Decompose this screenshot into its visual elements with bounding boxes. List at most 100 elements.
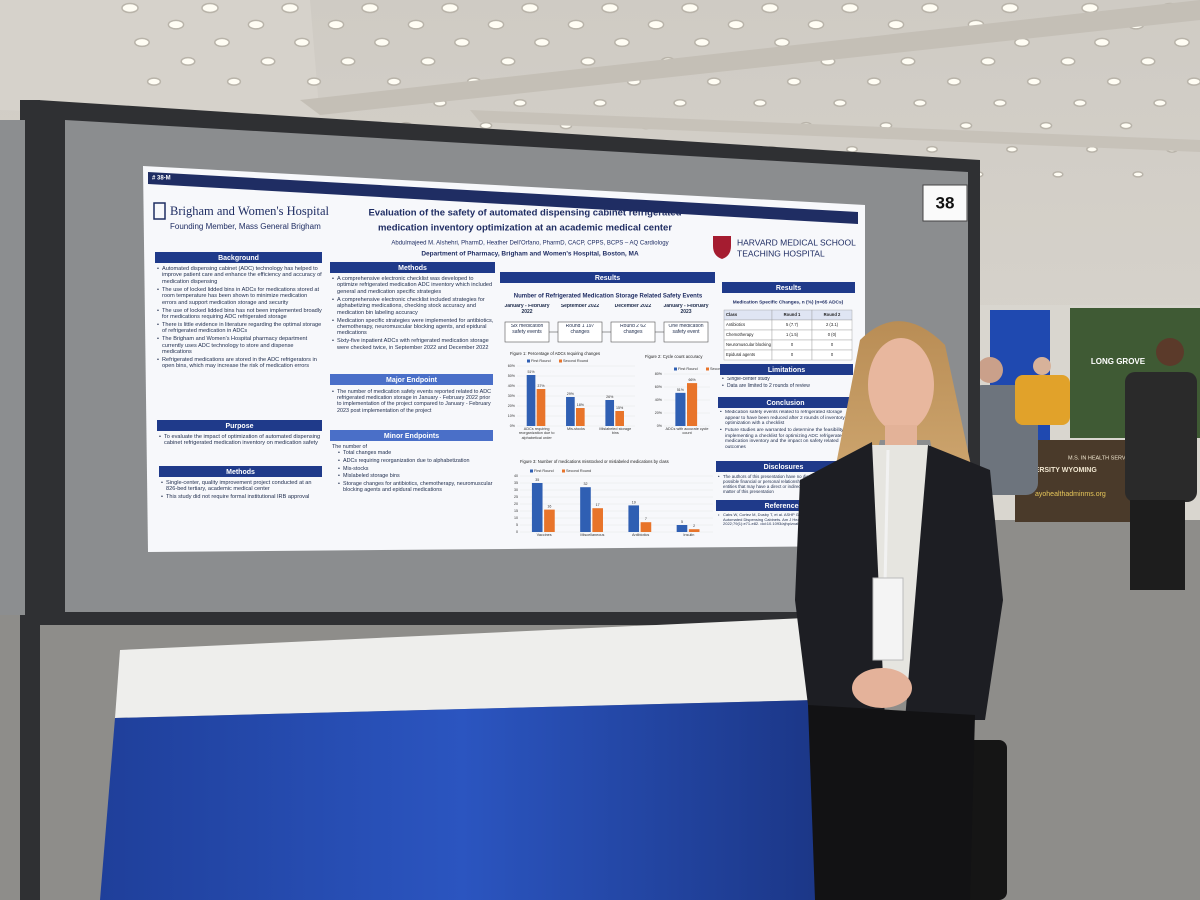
bar — [628, 505, 640, 532]
bullet: Single-center study — [722, 377, 853, 383]
ceiling-beam — [470, 110, 1200, 152]
value-label: 17 — [596, 503, 600, 507]
section-heading: Major Endpoint — [386, 377, 438, 384]
ceiling-light — [247, 19, 265, 30]
ceiling-light — [900, 56, 916, 66]
section-header — [330, 374, 493, 385]
bullet-list: Single-center, quality improvement proje… — [161, 480, 322, 501]
section-header — [716, 461, 851, 472]
value-label: 51% — [677, 388, 685, 392]
ceiling-light — [921, 2, 939, 14]
ceiling-light — [479, 121, 493, 130]
text-block: Antibiotics — [631, 533, 650, 537]
ceiling-light — [214, 37, 230, 48]
bullet: Medication safety events related to refr… — [720, 410, 853, 427]
ceiling-light — [753, 99, 767, 107]
poster-id: # 38-M — [152, 176, 171, 182]
section-heading: Methods — [226, 469, 255, 476]
table-top — [115, 618, 815, 718]
ceiling-beam — [300, 0, 1200, 115]
section-heading: Results — [776, 285, 801, 292]
timeline-event: Six medication safety events — [510, 324, 544, 335]
figure-caption: Figure 1: Percentage of ADCs requiring c… — [510, 351, 600, 356]
text-block: Vaccines — [536, 533, 552, 537]
blazer — [795, 442, 885, 720]
table-text: 1 (1.5) — [786, 332, 799, 337]
figure-caption: Figure 3: Number of medications misstock… — [520, 459, 669, 464]
ceiling-light — [1132, 171, 1144, 178]
table-text: 0 — [831, 342, 834, 347]
ceiling-light — [167, 19, 185, 30]
bullet: Total changes made — [338, 450, 493, 456]
ceiling-light — [601, 2, 619, 14]
bullet: There is little evidence in literature r… — [157, 322, 322, 335]
y-tick-label: 10 — [514, 516, 518, 520]
text-block: January - February 2022 — [504, 304, 549, 315]
ceiling-light — [727, 19, 745, 30]
section-heading: Results — [595, 275, 620, 282]
bar — [640, 522, 652, 532]
person — [1125, 372, 1197, 502]
ceiling-light — [226, 77, 242, 86]
timeline-event: Round 2 62 changes — [620, 324, 646, 335]
value-label: 2 — [693, 524, 695, 528]
table-text: Antibiotics — [726, 322, 745, 327]
ceiling-light — [260, 56, 276, 66]
ceiling-light — [846, 145, 858, 153]
booth-text: LONG GROVE — [1091, 357, 1146, 366]
ceiling-light — [534, 37, 550, 48]
section-header — [330, 430, 493, 441]
x-tick-label: ADCs requiring reorganization due to alp… — [518, 427, 555, 440]
ceiling-light — [121, 2, 139, 14]
bullet: The number of medication safety events r… — [332, 389, 493, 414]
bar — [544, 509, 555, 532]
ceiling-light — [1026, 77, 1042, 86]
table-cell — [811, 349, 853, 361]
section-heading: Background — [218, 255, 259, 262]
x-tick-label: Miscellaneous — [580, 533, 605, 537]
bullet: A comprehensive electronic checklist inc… — [332, 297, 495, 316]
ceiling-light — [1153, 99, 1167, 107]
bullet: A comprehensive electronic checklist was… — [332, 276, 495, 295]
section-header — [718, 397, 853, 408]
x-tick-label: Vaccines — [536, 533, 552, 537]
ceiling-light — [580, 56, 596, 66]
hands — [852, 668, 912, 708]
text-block: One medication safety event — [668, 324, 703, 335]
y-tick-label: 0 — [516, 530, 518, 534]
bullet: Mislabeled storage bins — [338, 473, 493, 479]
bar — [592, 508, 603, 532]
bullet: Future studies are warranted to determin… — [720, 428, 853, 450]
board-number: 38 — [936, 193, 955, 212]
poster-authors: Abdulmajeed M. Alshehri, PharmD, Heather… — [391, 241, 668, 247]
section-heading: References — [765, 503, 803, 510]
bar — [536, 389, 546, 426]
timeline-date: December 2022 — [614, 304, 652, 309]
value-label: 26% — [606, 395, 614, 399]
y-tick-label: 0% — [510, 424, 516, 428]
section-header — [716, 500, 851, 511]
value-label: 32 — [583, 482, 587, 486]
board-number-card — [922, 184, 968, 222]
y-tick-label: 20% — [508, 404, 516, 408]
x-tick-label: Antibiotics — [631, 533, 650, 537]
legend-label: First Round — [678, 367, 698, 371]
table-text: Chemotherapy — [726, 332, 754, 337]
text-block: The authors of this presentation have no… — [718, 474, 851, 500]
bullet: Data are limited to 2 rounds of review — [722, 383, 853, 390]
text-block: ADCs with accurate cycle count — [665, 427, 708, 435]
bullet: The Brigham and Women's Hospital pharmac… — [157, 336, 322, 355]
bullet-list: Single-center studyData are limited to 2… — [722, 377, 853, 390]
ceiling-light — [327, 19, 345, 30]
section-heading: Purpose — [225, 423, 253, 430]
value-label: 37% — [537, 384, 545, 388]
poster-title: medication inventory optimization at an … — [378, 223, 672, 234]
bullet-list: The authors of this presentation have no… — [718, 474, 851, 494]
ceiling-light — [1052, 171, 1064, 178]
section-heading: Disclosures — [764, 464, 804, 471]
table-text: 0 — [831, 352, 834, 357]
ceiling-light — [294, 37, 310, 48]
text-block: Insulin — [683, 533, 694, 537]
bullet: Automated dispensing cabinet (ADC) techn… — [157, 266, 322, 285]
ceiling-light — [926, 145, 938, 153]
